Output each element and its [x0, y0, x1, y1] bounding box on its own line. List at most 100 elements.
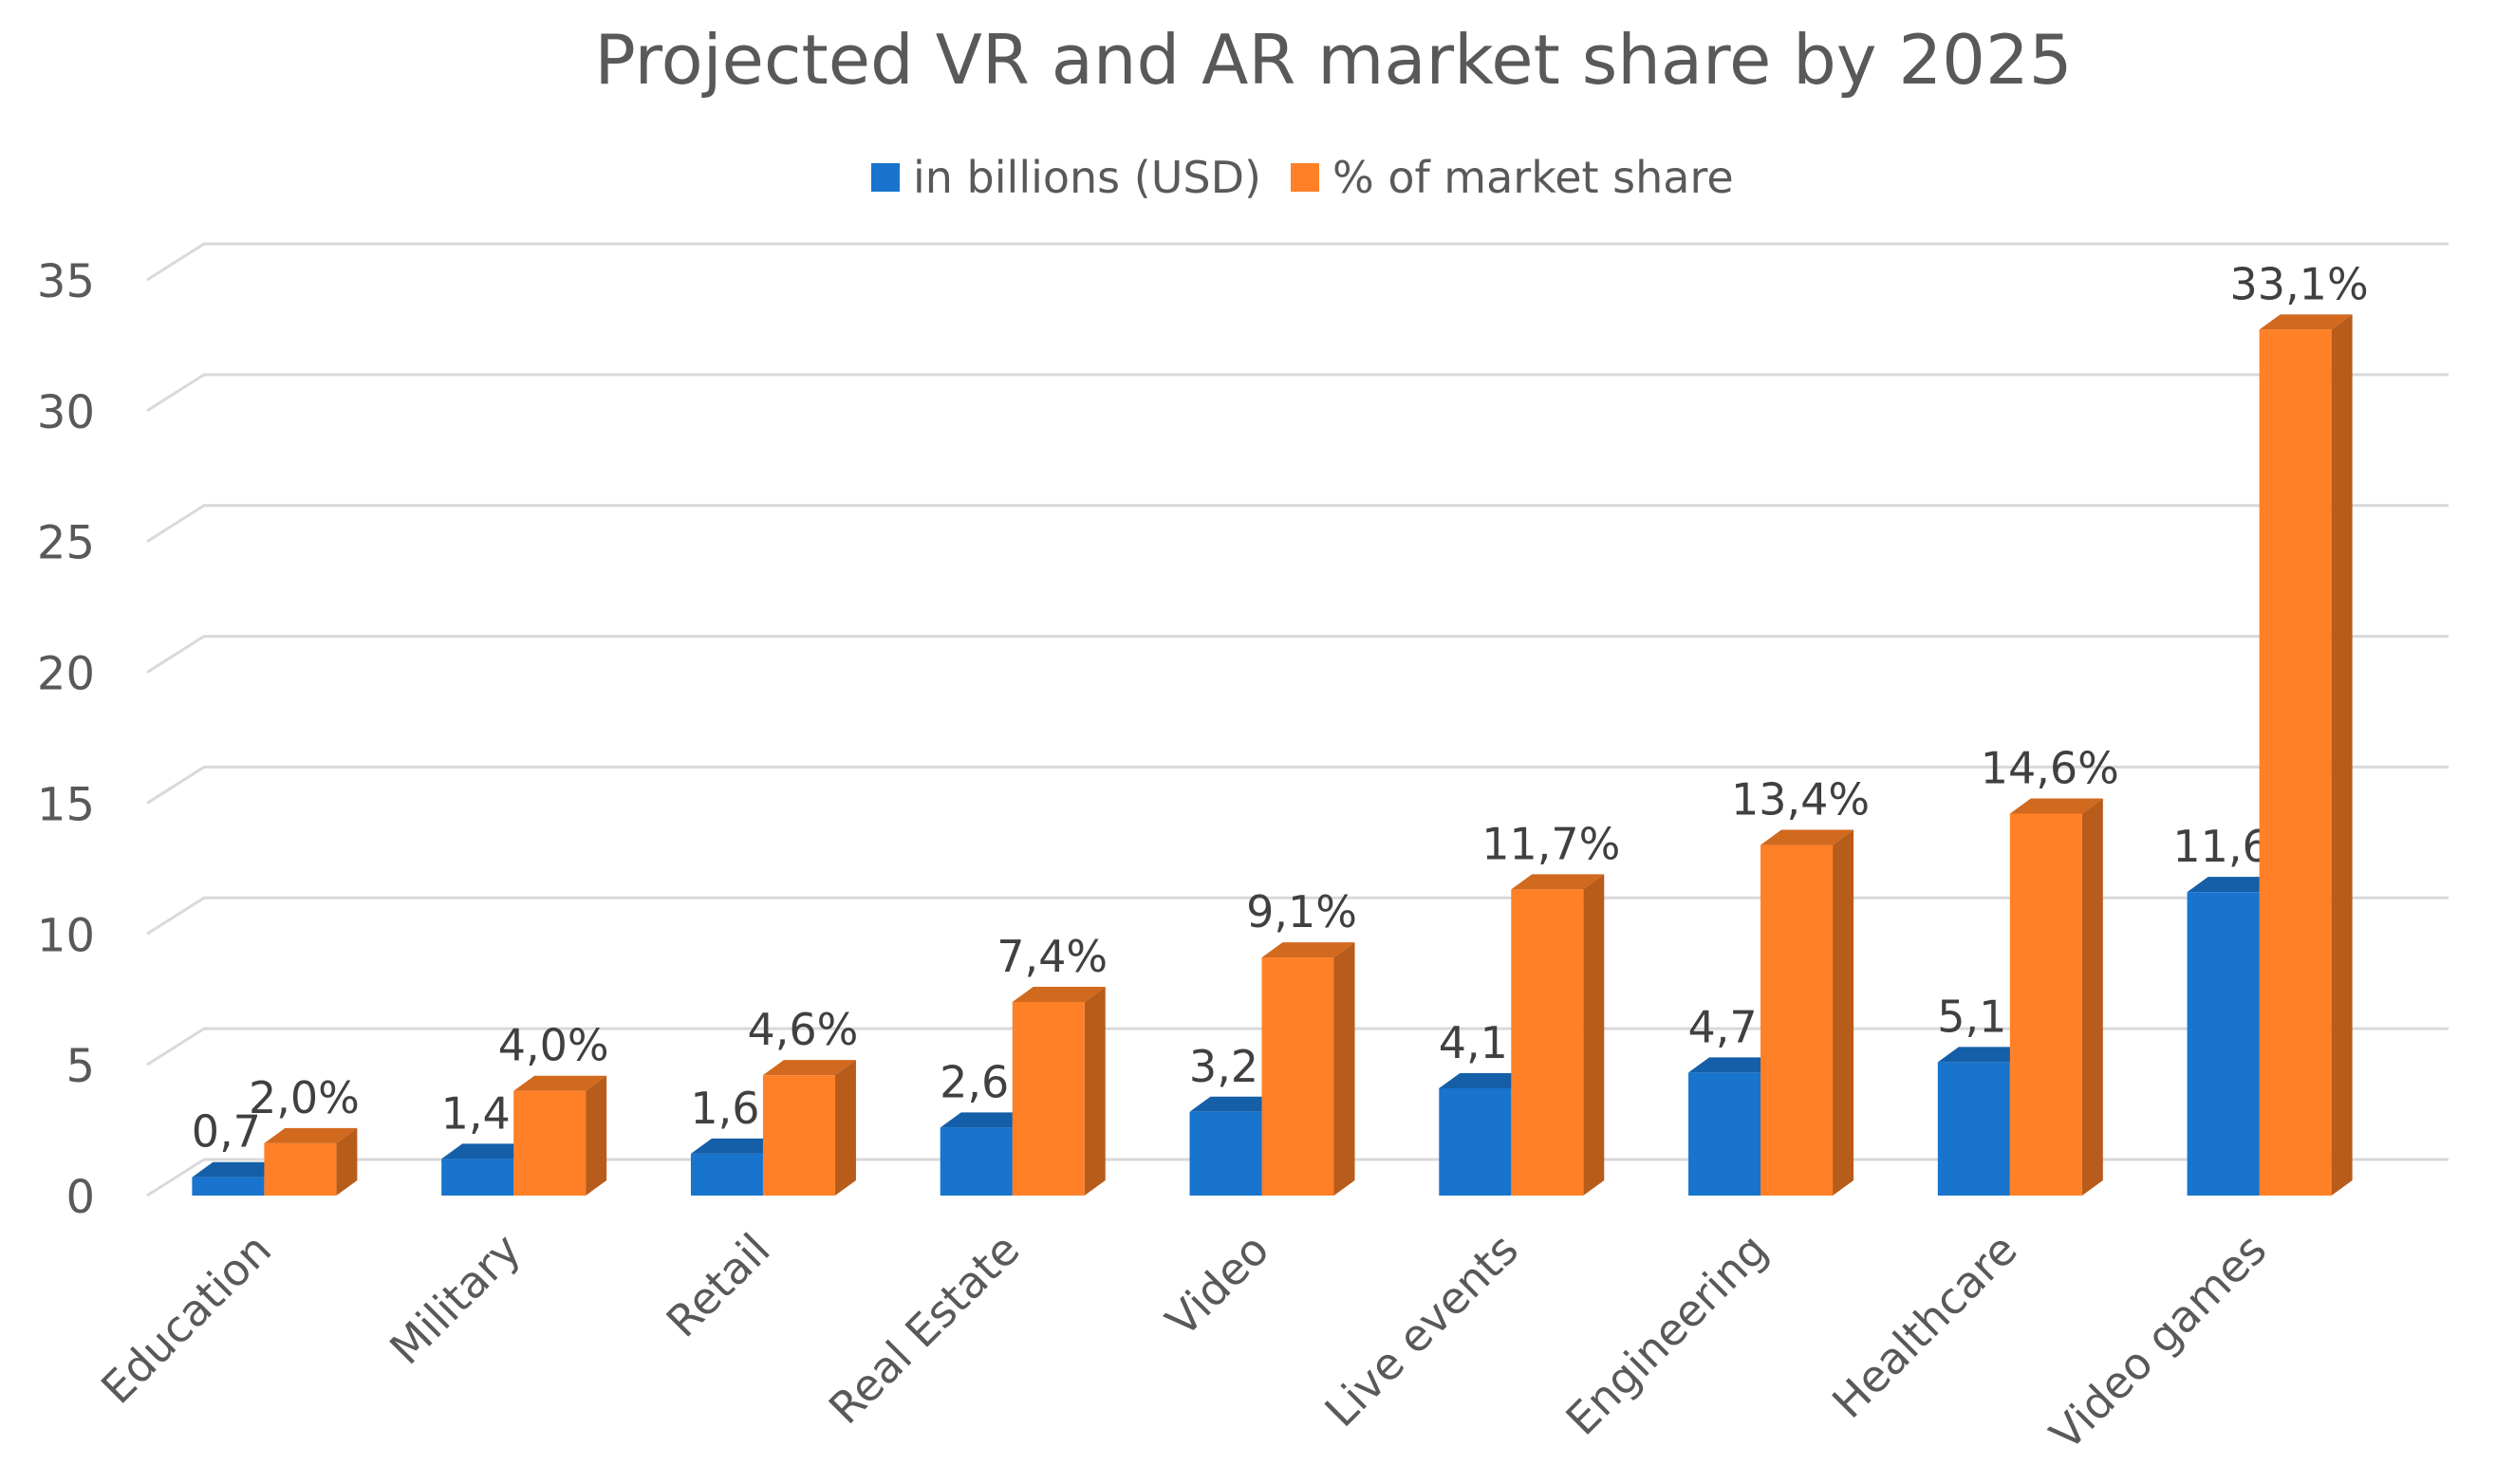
- gridline: [146, 373, 2449, 413]
- data-label-billions: 4,1: [1439, 1017, 1508, 1068]
- bar-side: [834, 1060, 856, 1196]
- bar-front: [513, 1090, 587, 1196]
- bar-front: [762, 1075, 835, 1196]
- data-label-market-share: 14,6%: [1981, 742, 2119, 793]
- data-label-billions: 3,2: [1189, 1041, 1258, 1092]
- data-label-billions: 0,7: [192, 1106, 261, 1158]
- data-label-market-share: 33,1%: [2230, 258, 2369, 309]
- legend-label-billions: in billions (USD): [913, 152, 1261, 203]
- bar-side: [1833, 829, 1854, 1196]
- bar-market-share: [513, 1075, 607, 1196]
- gridline: [146, 242, 2449, 282]
- chart-back-wall: [146, 242, 2449, 1197]
- chart-title: Projected VR and AR market share by 2025: [594, 20, 2072, 100]
- bar-market-share: [2009, 798, 2103, 1196]
- bar-front: [1511, 889, 1584, 1196]
- bar-front: [264, 1142, 337, 1196]
- bar-side: [1583, 874, 1605, 1196]
- y-axis: 0 5 10 15 20 25 30 35: [37, 255, 95, 1224]
- bar-top: [1012, 986, 1106, 1002]
- bar-side: [2331, 314, 2353, 1196]
- gridline: [146, 504, 2449, 543]
- bar-market-share: [1511, 874, 1605, 1196]
- bar-market-share: [1760, 829, 1854, 1196]
- bar-front: [2009, 813, 2082, 1196]
- bar-side: [2081, 798, 2103, 1196]
- bar-front: [1439, 1087, 1512, 1196]
- gridline: [146, 1027, 2449, 1067]
- bar-top: [1189, 1096, 1283, 1112]
- bar-top: [441, 1143, 535, 1159]
- data-label-market-share: 7,4%: [997, 931, 1108, 982]
- data-label-market-share: 4,6%: [748, 1004, 859, 1055]
- bar-top: [264, 1127, 358, 1143]
- gridline: [146, 635, 2449, 674]
- bar-front: [192, 1177, 265, 1196]
- data-label-billions: 11,6: [2172, 821, 2269, 872]
- bar-top: [690, 1138, 784, 1154]
- data-label-billions: 5,1: [1937, 991, 2006, 1042]
- plot-area: 0,72,0% 1,4 4,0% 1,6 4,6% 2,6 7,4% 3,2 9,1% 4,1 11…: [192, 258, 2369, 1196]
- bar-front: [1189, 1111, 1262, 1196]
- data-label-billions: 1,4: [441, 1087, 511, 1139]
- y-tick-label: 30: [37, 386, 95, 439]
- bar-market-share: [1261, 942, 1355, 1196]
- bar-top: [1937, 1047, 2031, 1063]
- y-tick-label: 25: [37, 517, 95, 570]
- y-tick-label: 20: [37, 648, 95, 701]
- gridline: [146, 765, 2449, 805]
- bar-billions: [2187, 877, 2281, 1196]
- bar-side: [586, 1075, 607, 1196]
- bar-top: [513, 1075, 607, 1091]
- bar-side: [1084, 986, 1106, 1196]
- bar-front: [1261, 957, 1334, 1196]
- y-tick-label: 10: [37, 909, 95, 962]
- bar-market-share: [762, 1060, 856, 1196]
- bar-top: [2259, 314, 2353, 330]
- bar-front: [1760, 844, 1834, 1196]
- gridline: [146, 896, 2449, 936]
- x-category-label: Live events: [1315, 1224, 1529, 1438]
- bar-top: [1261, 942, 1355, 958]
- x-category-label: Education: [91, 1224, 281, 1414]
- data-label-market-share: 9,1%: [1246, 886, 1357, 937]
- bar-front: [690, 1153, 763, 1196]
- bar-top: [1760, 829, 1854, 845]
- x-category-label: Healthcare: [1822, 1224, 2026, 1428]
- x-axis: Education Military Retail Real Estate Video L…: [91, 1224, 2276, 1460]
- bar-top: [1688, 1057, 1782, 1073]
- y-tick-label: 5: [65, 1040, 95, 1093]
- bar-top: [940, 1112, 1034, 1128]
- legend: in billions (USD) % of market share: [871, 152, 1734, 203]
- bar-front: [1012, 1001, 1085, 1196]
- x-category-label: Video: [1156, 1224, 1278, 1346]
- legend-swatch-billions: [871, 163, 900, 192]
- x-category-label: Retail: [657, 1224, 780, 1347]
- bar-front: [441, 1159, 514, 1196]
- bar-market-share: [1012, 986, 1106, 1196]
- bar-top: [762, 1060, 856, 1076]
- data-label-market-share: 13,4%: [1731, 774, 1870, 825]
- bar-top: [192, 1161, 286, 1178]
- x-category-label: Engineering: [1555, 1224, 1777, 1445]
- bar-market-share: [2259, 314, 2353, 1196]
- y-tick-label: 35: [37, 255, 95, 308]
- bar-billions: [1189, 1096, 1283, 1196]
- bar-top: [2009, 798, 2103, 814]
- x-category-label: Military: [380, 1224, 531, 1375]
- y-tick-label: 15: [37, 778, 95, 831]
- bar-front: [1688, 1072, 1761, 1196]
- x-category-label: Real Estate: [819, 1224, 1030, 1435]
- bar-front: [2187, 892, 2260, 1196]
- bar-front: [940, 1127, 1013, 1196]
- data-label-market-share: 11,7%: [1481, 818, 1620, 869]
- data-label-billions: 4,7: [1687, 1001, 1757, 1052]
- bar-front: [2259, 329, 2332, 1196]
- bar-front: [1937, 1062, 2010, 1196]
- bar-top: [1511, 874, 1605, 890]
- data-label-billions: 2,6: [940, 1056, 1009, 1107]
- bar-top: [2187, 877, 2281, 893]
- legend-label-market-share: % of market share: [1332, 152, 1734, 203]
